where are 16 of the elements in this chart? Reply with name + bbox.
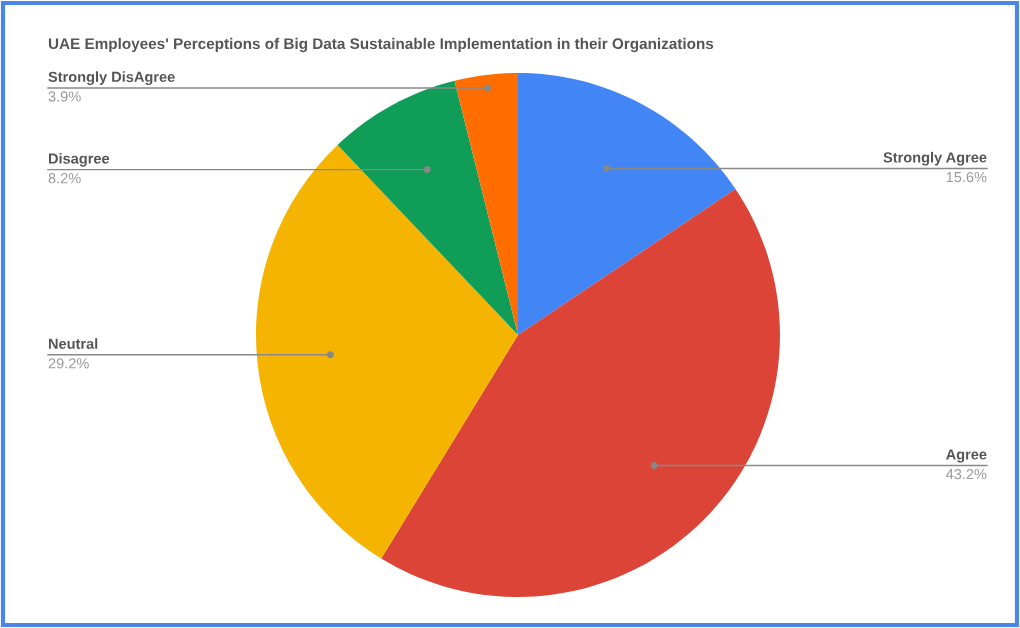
pie-slice	[337, 80, 518, 335]
data-label: 43.2%	[945, 468, 987, 480]
pie-slice	[454, 73, 518, 335]
slice-label: Agree	[946, 449, 987, 463]
data-label: 8.2%	[48, 173, 81, 184]
slice-label: Neutral	[48, 338, 98, 349]
data-label: 29.2%	[48, 358, 89, 369]
chart-title: UAE Employees' Perceptions of Big Data Sustainable Implementation in their Organizations	[48, 37, 714, 53]
data-label: 15.6%	[946, 171, 987, 183]
slice-label: Disagree	[48, 152, 110, 167]
slice-label: Strongly Agree	[883, 151, 987, 166]
slice-label: Strongly DisAgree	[48, 71, 175, 85]
pie-slice	[518, 73, 736, 335]
data-label: 3.9%	[48, 91, 81, 102]
pie-slice	[256, 145, 518, 559]
pie-slice	[381, 188, 780, 597]
